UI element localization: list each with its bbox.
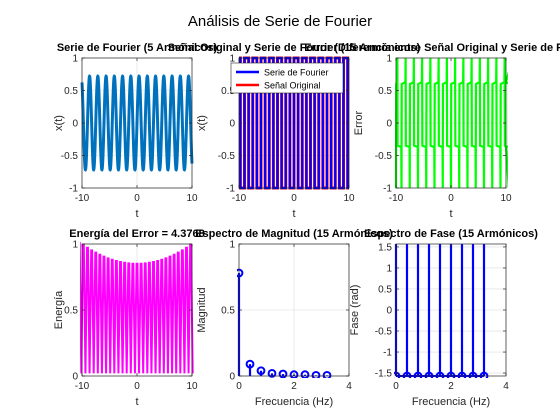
y-tick-label: -0.5 bbox=[375, 327, 393, 338]
stem-marker bbox=[322, 370, 332, 378]
x-tick-label: 0 bbox=[448, 193, 454, 204]
y-tick-label: 1 bbox=[386, 54, 392, 65]
y-tick-label: 0 bbox=[229, 372, 235, 383]
x-tick-label: 0 bbox=[236, 381, 242, 392]
x-axis-label: t bbox=[135, 208, 138, 220]
stem-marker bbox=[267, 368, 277, 378]
y-tick-label: 0 bbox=[72, 372, 78, 383]
y-tick-label: 0.5 bbox=[221, 306, 235, 317]
subplot-title: Energía del Error = 4.3768 bbox=[69, 228, 204, 240]
series-line bbox=[80, 242, 194, 374]
y-tick-label: 1 bbox=[72, 54, 78, 65]
y-tick-label: -1 bbox=[69, 184, 78, 195]
legend: Serie de Fourier Señal Original bbox=[230, 62, 344, 94]
y-tick-label: -1 bbox=[383, 184, 392, 195]
y-axis-label: Magnitud bbox=[196, 287, 208, 332]
x-tick-label: 0 bbox=[291, 193, 297, 204]
x-axis-label: t bbox=[292, 208, 295, 220]
ticks: -10 0 10 -1 -0.5 0 0.5 1 bbox=[375, 54, 512, 205]
y-tick-label: 1 bbox=[229, 240, 235, 251]
y-tick-label: 0 bbox=[386, 306, 392, 317]
x-tick-label: 10 bbox=[343, 193, 355, 204]
x-tick-label: 10 bbox=[186, 381, 198, 392]
y-tick-label: -1 bbox=[383, 348, 392, 359]
stem-marker bbox=[245, 359, 255, 369]
y-tick-label: 0.5 bbox=[378, 86, 392, 97]
y-tick-label: -1 bbox=[226, 184, 235, 195]
x-tick-label: 0 bbox=[134, 381, 140, 392]
titles-layer: Serie de Fourier (5 Armónicos)Señal Orig… bbox=[57, 42, 560, 240]
y-tick-label: -0.5 bbox=[375, 151, 393, 162]
x-tick-label: 0 bbox=[393, 381, 399, 392]
y-tick-label: 0 bbox=[386, 119, 392, 130]
y-tick-label: 0.5 bbox=[378, 284, 392, 295]
x-tick-label: -10 bbox=[389, 193, 404, 204]
x-tick-label: 0 bbox=[134, 193, 140, 204]
subplot-title: Serie de Fourier (5 Armónicos) bbox=[57, 42, 218, 54]
x-axis-label: Frecuencia (Hz) bbox=[412, 396, 490, 408]
stem-marker bbox=[311, 370, 321, 378]
subplot-p1: -10 0 10 -1 -0.5 0 0.5 1 t x(t) bbox=[53, 54, 198, 221]
legend-label: Serie de Fourier bbox=[264, 68, 329, 78]
x-tick-label: 10 bbox=[500, 193, 512, 204]
ticks: -10 0 10 -1 -0.5 0 0.5 1 bbox=[218, 54, 355, 205]
series-line bbox=[80, 74, 194, 172]
x-tick-label: 2 bbox=[448, 381, 454, 392]
y-tick-label: -0.5 bbox=[218, 151, 236, 162]
x-tick-label: 4 bbox=[503, 381, 509, 392]
x-axis-label: t bbox=[449, 208, 452, 220]
y-axis-label: x(t) bbox=[196, 115, 208, 131]
x-axis-label: t bbox=[135, 396, 138, 408]
y-tick-label: 0 bbox=[72, 119, 78, 130]
y-tick-label: -0.5 bbox=[61, 151, 79, 162]
y-tick-label: 0.5 bbox=[64, 306, 78, 317]
x-tick-label: 10 bbox=[186, 193, 198, 204]
stem-marker bbox=[278, 369, 288, 378]
subplot-title: Error (Diferencia entre Señal Original y… bbox=[304, 42, 560, 54]
stem-marker bbox=[256, 366, 266, 376]
y-tick-label: 1.5 bbox=[378, 242, 392, 253]
subplot-title: Señal Original y Serie de Fourier (15 Ar… bbox=[168, 42, 421, 54]
x-tick-label: -10 bbox=[75, 381, 90, 392]
subplot-p6: 0 2 4 -1.5 -1 -0.5 0 0.5 1 1.5 Frecuencia (Hz) Fase… bbox=[349, 242, 509, 408]
data-layer bbox=[80, 74, 194, 172]
x-axis-label: Frecuencia (Hz) bbox=[255, 396, 333, 408]
y-tick-label: 0.5 bbox=[64, 86, 78, 97]
subplot-title: Espectro de Fase (15 Armónicos) bbox=[364, 228, 538, 240]
subplot-p3: -10 0 10 -1 -0.5 0 0.5 1 t Error bbox=[353, 54, 512, 221]
stem-marker bbox=[289, 370, 299, 378]
ticks: 0 2 4 -1.5 -1 -0.5 0 0.5 1 1.5 bbox=[375, 242, 509, 392]
data-layer bbox=[394, 243, 489, 378]
x-tick-label: 4 bbox=[346, 381, 352, 392]
y-axis-label: Error bbox=[353, 110, 365, 135]
y-tick-label: 1 bbox=[229, 54, 235, 65]
y-tick-label: 0 bbox=[229, 119, 235, 130]
y-axis-label: Energía bbox=[53, 290, 65, 329]
stem-marker bbox=[300, 370, 310, 378]
y-tick-label: 1 bbox=[72, 240, 78, 251]
series-line bbox=[394, 57, 508, 189]
x-tick-label: 2 bbox=[291, 381, 297, 392]
x-tick-label: -10 bbox=[75, 193, 90, 204]
data-layer bbox=[80, 242, 194, 374]
x-tick-label: -10 bbox=[232, 193, 247, 204]
subplot-title: Espectro de Magnitud (15 Armónicos) bbox=[195, 228, 393, 240]
legend-box bbox=[230, 62, 344, 94]
figure-title: Análisis de Serie de Fourier bbox=[188, 13, 372, 30]
legend-label: Señal Original bbox=[264, 81, 321, 91]
y-axis-label: x(t) bbox=[53, 115, 65, 131]
y-tick-label: 1 bbox=[386, 263, 392, 274]
y-tick-label: -1.5 bbox=[375, 369, 393, 380]
ticks: -10 0 10 -1 -0.5 0 0.5 1 bbox=[61, 54, 198, 205]
ticks: 0 2 4 0 0.5 1 bbox=[221, 240, 352, 393]
y-axis-label: Fase (rad) bbox=[349, 285, 361, 336]
y-tick-label: 0.5 bbox=[221, 86, 235, 97]
data-layer bbox=[394, 57, 508, 189]
subplot-p5: 0 2 4 0 0.5 1 Frecuencia (Hz) Magnitud bbox=[196, 240, 352, 409]
